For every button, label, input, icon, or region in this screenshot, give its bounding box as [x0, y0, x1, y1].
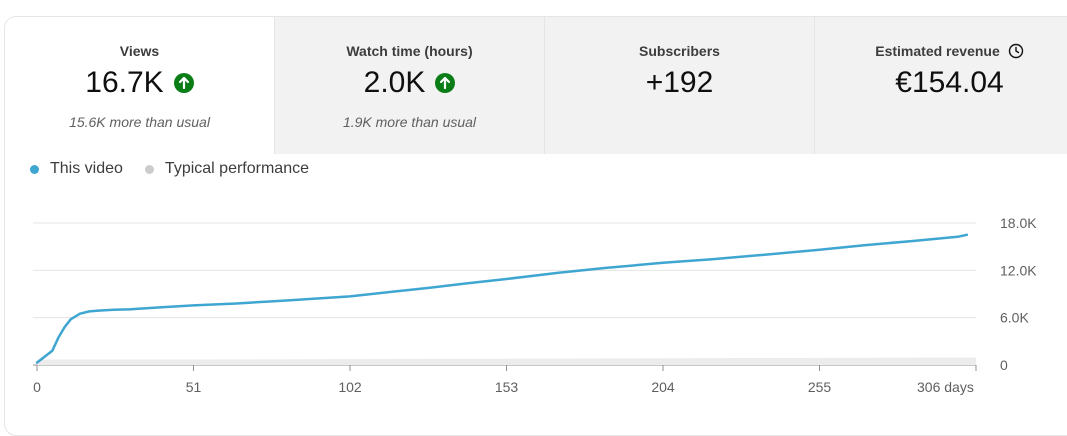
x-tick-label: 102	[338, 379, 362, 395]
y-tick-label: 18.0K	[1000, 215, 1037, 231]
y-tick-label: 6.0K	[1000, 310, 1029, 326]
x-tick-label: 0	[33, 379, 41, 395]
x-tick-label: 51	[186, 379, 202, 395]
x-tick-label: 306 days	[917, 379, 974, 395]
x-tick-label: 255	[808, 379, 832, 395]
x-tick-label: 204	[651, 379, 675, 395]
typical-performance-band	[37, 358, 976, 365]
x-tick-label: 153	[495, 379, 519, 395]
views-line-chart: 0 6.0K 12.0K 18.0K 0 51 102 153 204 255 306 days	[0, 0, 1067, 414]
y-tick-label: 0	[1000, 357, 1008, 373]
y-tick-label: 12.0K	[1000, 262, 1037, 278]
this-video-line	[37, 235, 967, 363]
